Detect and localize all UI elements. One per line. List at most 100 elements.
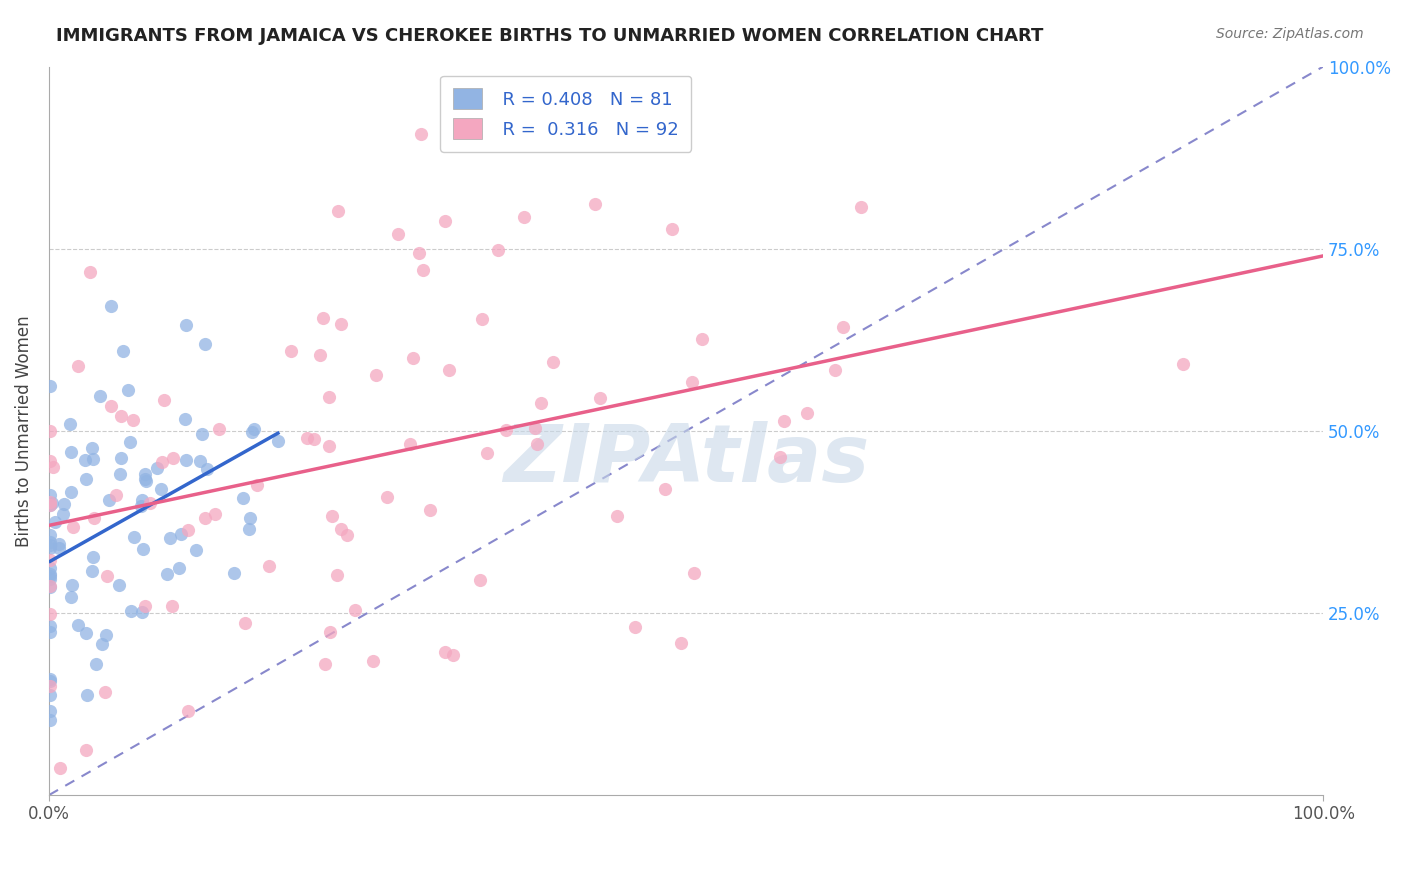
Point	[100, 399, 122, 413]
Point	[131, 605, 153, 619]
Point	[39, 607, 62, 621]
Point	[329, 317, 352, 331]
Point	[682, 375, 704, 389]
Point	[439, 363, 461, 377]
Point	[387, 227, 409, 242]
Point	[129, 499, 152, 513]
Point	[524, 421, 547, 435]
Point	[194, 337, 217, 351]
Point	[98, 492, 121, 507]
Point	[39, 568, 62, 582]
Point	[75, 625, 97, 640]
Point	[39, 566, 62, 581]
Point	[343, 603, 366, 617]
Point	[150, 482, 173, 496]
Point	[39, 552, 62, 566]
Point	[53, 497, 76, 511]
Point	[160, 599, 183, 613]
Point	[654, 482, 676, 496]
Point	[131, 492, 153, 507]
Point	[408, 246, 430, 260]
Point	[39, 688, 62, 702]
Point	[208, 422, 231, 436]
Point	[84, 657, 107, 672]
Point	[39, 579, 62, 593]
Point	[188, 454, 211, 468]
Text: IMMIGRANTS FROM JAMAICA VS CHEROKEE BIRTHS TO UNMARRIED WOMEN CORRELATION CHART: IMMIGRANTS FROM JAMAICA VS CHEROKEE BIRT…	[56, 27, 1043, 45]
Point	[526, 436, 548, 450]
Point	[773, 414, 796, 428]
Point	[39, 679, 62, 693]
Point	[39, 714, 62, 728]
Point	[105, 488, 128, 502]
Point	[361, 654, 384, 668]
Point	[67, 618, 90, 632]
Point	[39, 674, 62, 689]
Point	[39, 673, 62, 687]
Point	[59, 485, 82, 500]
Point	[242, 422, 264, 436]
Text: Source: ZipAtlas.com: Source: ZipAtlas.com	[1216, 27, 1364, 41]
Point	[259, 559, 281, 574]
Point	[669, 636, 692, 650]
Text: ZIPAtlas: ZIPAtlas	[503, 421, 869, 499]
Point	[159, 531, 181, 545]
Point	[177, 704, 200, 718]
Point	[39, 538, 62, 552]
Point	[304, 433, 326, 447]
Point	[107, 578, 129, 592]
Point	[682, 566, 704, 581]
Point	[80, 441, 103, 455]
Point	[174, 412, 197, 426]
Point	[377, 490, 399, 504]
Point	[849, 200, 872, 214]
Point	[39, 528, 62, 542]
Legend:   R = 0.408   N = 81,   R =  0.316   N = 92: R = 0.408 N = 81, R = 0.316 N = 92	[440, 76, 692, 152]
Point	[89, 389, 111, 403]
Point	[146, 461, 169, 475]
Point	[39, 561, 62, 575]
Point	[120, 604, 142, 618]
Point	[468, 573, 491, 587]
Point	[51, 508, 73, 522]
Point	[240, 425, 263, 440]
Point	[624, 620, 647, 634]
Point	[246, 478, 269, 492]
Point	[174, 453, 197, 467]
Point	[409, 127, 432, 141]
Point	[91, 637, 114, 651]
Point	[176, 524, 198, 538]
Point	[222, 566, 245, 580]
Point	[318, 439, 340, 453]
Point	[402, 351, 425, 365]
Point	[83, 511, 105, 525]
Point	[239, 510, 262, 524]
Point	[321, 509, 343, 524]
Point	[39, 495, 62, 509]
Point	[39, 498, 62, 512]
Point	[132, 541, 155, 556]
Point	[541, 355, 564, 369]
Point	[94, 685, 117, 699]
Point	[433, 645, 456, 659]
Point	[60, 578, 83, 592]
Point	[62, 520, 84, 534]
Point	[162, 451, 184, 466]
Point	[412, 262, 434, 277]
Point	[195, 462, 218, 476]
Point	[39, 624, 62, 639]
Point	[364, 368, 387, 382]
Point	[75, 453, 97, 467]
Point	[41, 496, 63, 510]
Point	[111, 343, 134, 358]
Point	[441, 648, 464, 663]
Point	[153, 393, 176, 408]
Point	[75, 743, 97, 757]
Point	[824, 363, 846, 377]
Point	[120, 435, 142, 450]
Point	[139, 496, 162, 510]
Point	[75, 472, 97, 486]
Point	[100, 299, 122, 313]
Point	[122, 530, 145, 544]
Point	[76, 689, 98, 703]
